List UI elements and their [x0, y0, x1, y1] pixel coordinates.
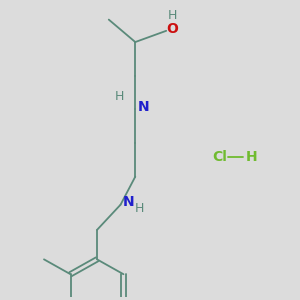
Text: N: N [123, 195, 134, 209]
Text: H: H [114, 90, 124, 103]
Text: H: H [168, 9, 177, 22]
Text: O: O [166, 22, 178, 36]
Text: H: H [246, 150, 257, 164]
Text: N: N [138, 100, 149, 113]
Text: Cl: Cl [212, 150, 227, 164]
Text: H: H [135, 202, 144, 215]
